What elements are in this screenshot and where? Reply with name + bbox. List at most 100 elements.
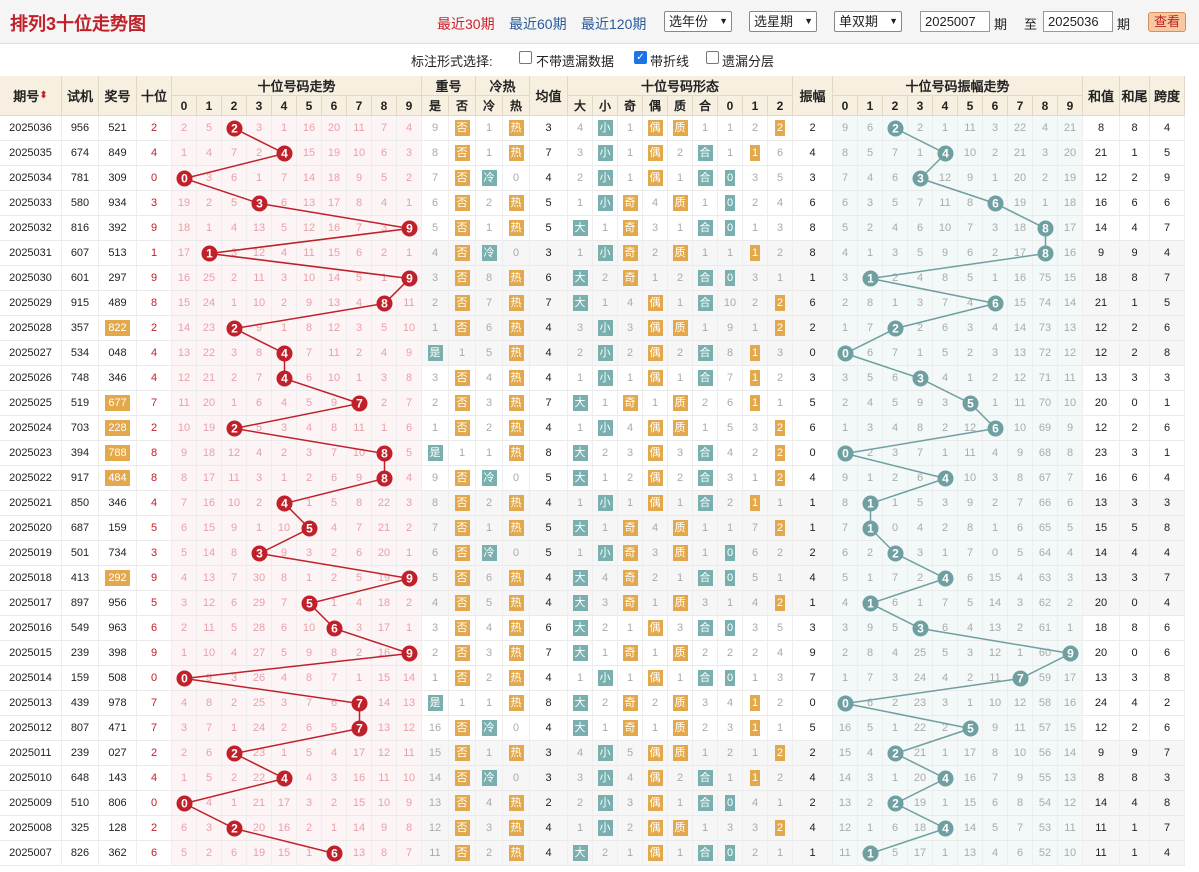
- amp-miss-cell: 17: [1058, 666, 1083, 691]
- form-cell-r0: 0: [718, 191, 743, 216]
- trend-digit-header: 3: [247, 96, 272, 116]
- annotation-options-bar: 标注形式选择: 不带遗漏数据 ✓ 带折线 遗漏分层: [0, 46, 1199, 72]
- trend-miss-cell: 3: [347, 616, 372, 641]
- form-tag-ou: 偶: [647, 745, 663, 761]
- hot-tag: 热: [508, 820, 524, 836]
- form-cell-ou: 1: [643, 391, 668, 416]
- form-tag-r1: 1: [749, 370, 761, 386]
- period-cell: 2025025: [0, 391, 62, 416]
- form-cell-xiao: 小: [593, 141, 618, 166]
- trend-miss-cell: [222, 816, 247, 841]
- amp-miss-cell: 4: [933, 666, 958, 691]
- trend-miss-cell: 10: [222, 491, 247, 516]
- recent-120-link[interactable]: 最近120期: [581, 16, 647, 32]
- mean-cell: 4: [530, 416, 568, 441]
- trend-miss-cell: 9: [297, 641, 322, 666]
- draw-number-cell: 963: [99, 616, 137, 641]
- amp-miss-cell: 6: [833, 191, 858, 216]
- trend-miss-cell: 3: [297, 441, 322, 466]
- amp-miss-cell: 24: [908, 666, 933, 691]
- amp-miss-cell: 2: [983, 491, 1008, 516]
- trend-miss-cell: [247, 191, 272, 216]
- form-tag-r2: 2: [774, 120, 786, 136]
- amp-miss-cell: 2: [983, 241, 1008, 266]
- parity-select[interactable]: 单双期 ▼: [834, 11, 902, 32]
- col-header-period[interactable]: 期号 ⬍: [0, 76, 62, 116]
- trend-miss-cell: 21: [372, 516, 397, 541]
- form-cell-r2: 2: [768, 441, 793, 466]
- amp-miss-cell: [858, 266, 883, 291]
- amp-digit-header: 6: [983, 96, 1008, 116]
- span-cell: 3: [1150, 491, 1185, 516]
- sum-tail-cell: 2: [1120, 416, 1150, 441]
- form-cell-ji: 奇: [618, 541, 643, 566]
- trend-miss-cell: 1: [272, 466, 297, 491]
- repeat-no-tag: 否: [454, 795, 470, 811]
- amp-miss-cell: 1: [908, 591, 933, 616]
- trend-miss-cell: 7: [372, 116, 397, 141]
- sum-tail-cell: 0: [1120, 641, 1150, 666]
- layer-checkbox[interactable]: [706, 51, 719, 64]
- amp-miss-cell: 11: [1008, 391, 1033, 416]
- sum-tail-cell: 6: [1120, 466, 1150, 491]
- test-number-cell: 394: [62, 441, 99, 466]
- form-cell-zhi: 质: [668, 541, 693, 566]
- sum-tail-cell: 6: [1120, 191, 1150, 216]
- trend-miss-cell: 10: [397, 316, 422, 341]
- amp-miss-cell: 8: [958, 191, 983, 216]
- sum-cell: 13: [1083, 491, 1120, 516]
- form-cell-ji: 奇: [618, 691, 643, 716]
- trend-miss-cell: 24: [247, 716, 272, 741]
- trend-miss-cell: 12: [397, 716, 422, 741]
- form-cell-xiao: 小: [593, 541, 618, 566]
- trend-miss-cell: 5: [397, 441, 422, 466]
- form-tag-r1: 1: [749, 145, 761, 161]
- polyline-checkbox[interactable]: ✓: [634, 51, 647, 64]
- span-cell: 8: [1150, 666, 1185, 691]
- no-miss-checkbox[interactable]: [519, 51, 532, 64]
- draw-number: 309: [108, 172, 127, 184]
- trend-miss-cell: 7: [347, 216, 372, 241]
- recent-30-link[interactable]: 最近30期: [437, 16, 495, 32]
- repeat-yes-cell: 1: [422, 666, 449, 691]
- span-cell: 2: [1150, 691, 1185, 716]
- col-header-sum-tail: 和尾: [1120, 76, 1150, 116]
- to-period-input[interactable]: 2025036: [1043, 11, 1113, 32]
- amp-miss-cell: 7: [883, 141, 908, 166]
- trend-miss-cell: 13: [397, 691, 422, 716]
- trend-miss-cell: 1: [222, 716, 247, 741]
- sum-tail-cell: 3: [1120, 666, 1150, 691]
- hot-tag: 热: [508, 345, 524, 361]
- repeat-yes-header: 是: [422, 96, 449, 116]
- year-select[interactable]: 选年份 ▼: [664, 11, 732, 32]
- hot-cell: 热: [503, 441, 530, 466]
- form-tag-r0: 0: [724, 670, 736, 686]
- trend-miss-cell: 2: [272, 716, 297, 741]
- amp-miss-cell: [833, 341, 858, 366]
- cold-cell: 4: [476, 366, 503, 391]
- chevron-down-icon: ▼: [804, 16, 813, 26]
- recent-60-link[interactable]: 最近60期: [509, 16, 567, 32]
- form-cell-r0: 0: [718, 791, 743, 816]
- form-cell-xiao: 小: [593, 791, 618, 816]
- trend-miss-cell: 6: [347, 541, 372, 566]
- amp-miss-cell: 3: [958, 641, 983, 666]
- from-period-input[interactable]: 2025007: [920, 11, 990, 32]
- amp-miss-cell: 5: [958, 591, 983, 616]
- amp-miss-cell: 11: [933, 191, 958, 216]
- form-header-da: 大: [568, 96, 593, 116]
- amp-miss-cell: 12: [983, 641, 1008, 666]
- repeat-yes-cell: 16: [422, 716, 449, 741]
- query-button[interactable]: 查看: [1148, 12, 1186, 32]
- amp-miss-cell: 17: [958, 741, 983, 766]
- tens-digit-cell: 3: [137, 541, 172, 566]
- form-tag-ou: 偶: [647, 345, 663, 361]
- sort-icon[interactable]: ⬍: [39, 90, 48, 101]
- draw-number: 934: [108, 197, 127, 209]
- amp-miss-cell: 5: [858, 366, 883, 391]
- weekday-select[interactable]: 选星期 ▼: [749, 11, 817, 32]
- form-tag-r2: 2: [774, 445, 786, 461]
- span-cell: 4: [1150, 466, 1185, 491]
- hot-cell: 热: [503, 491, 530, 516]
- form-tag-da: 大: [572, 295, 588, 311]
